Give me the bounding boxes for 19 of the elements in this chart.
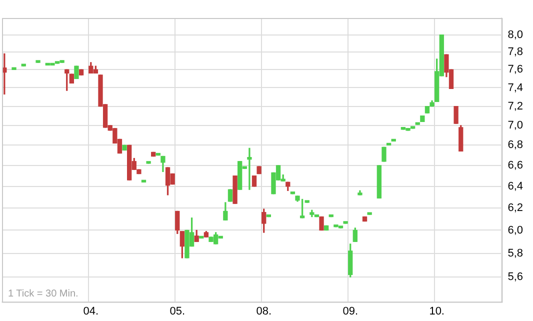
x-tick-label: 09. [342, 305, 358, 318]
y-tick-label: 6,6 [508, 160, 524, 172]
y-tick-label: 6,4 [508, 180, 524, 192]
y-tick-label: 6,0 [508, 224, 524, 236]
y-tick-label: 7,2 [508, 100, 524, 112]
y-tick-label: 7,4 [508, 82, 524, 94]
x-tick-label: 10. [429, 305, 444, 318]
x-tick-label: 08. [256, 305, 272, 318]
x-tick-label: 04. [83, 305, 99, 318]
y-tick-label: 7,0 [508, 120, 524, 132]
y-tick-label: 8,0 [508, 28, 524, 41]
y-tick-label: 5,8 [508, 247, 524, 260]
annotation: 1 Tick = 30 Min. [8, 288, 78, 300]
y-tick-label: 6,8 [508, 139, 524, 152]
x-tick-label: 05. [170, 305, 186, 318]
y-tick-label: 6,2 [508, 202, 524, 214]
y-tick-label: 5,6 [508, 271, 524, 284]
y-tick-label: 7,8 [508, 46, 524, 58]
y-tick-label: 7,6 [508, 64, 524, 76]
